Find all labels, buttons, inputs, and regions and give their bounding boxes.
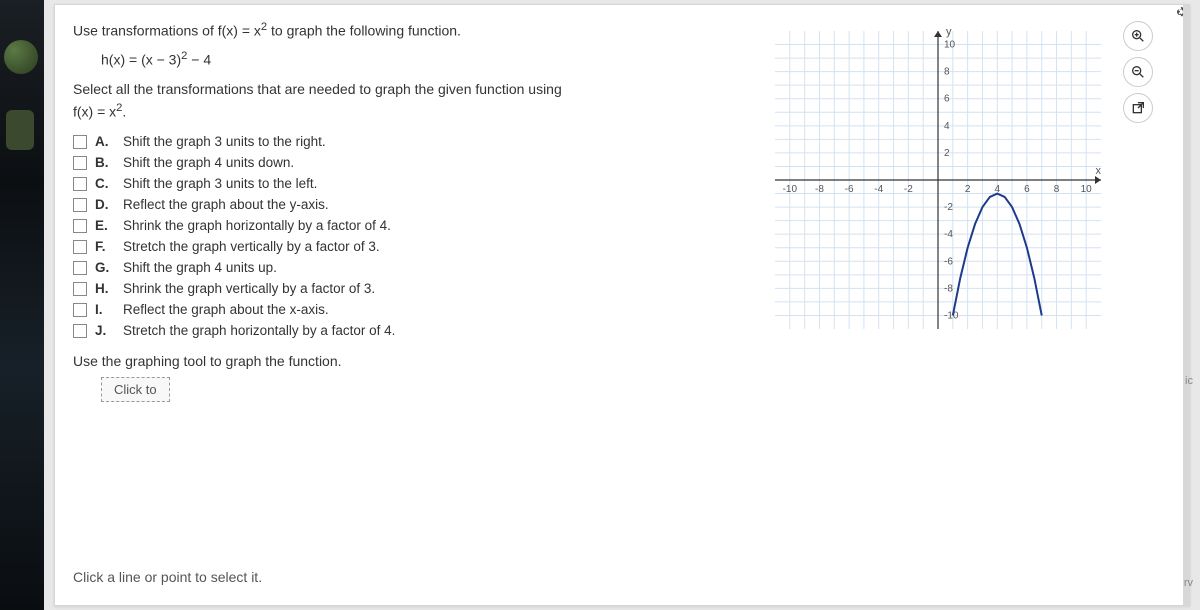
sub-prompt: Select all the transformations that are … (73, 78, 739, 123)
option-text: Reflect the graph about the y-axis. (123, 197, 329, 212)
svg-text:-10: -10 (783, 184, 798, 195)
zoom-in-icon (1130, 28, 1146, 44)
svg-text:-4: -4 (944, 229, 953, 240)
option-row: A. Shift the graph 3 units to the right. (73, 131, 739, 152)
option-text: Shift the graph 3 units to the right. (123, 134, 326, 149)
option-checkbox[interactable] (73, 240, 87, 254)
svg-text:2: 2 (944, 148, 950, 159)
coordinate-graph[interactable]: -10-8-6-4-2246810-10-8-6-4-2246810xy (763, 19, 1113, 341)
option-checkbox[interactable] (73, 135, 87, 149)
option-letter: J. (95, 323, 115, 338)
option-row: F. Stretch the graph vertically by a fact… (73, 236, 739, 257)
option-letter: E. (95, 218, 115, 233)
option-row: H. Shrink the graph vertically by a facto… (73, 278, 739, 299)
svg-text:8: 8 (1054, 184, 1060, 195)
option-text: Shift the graph 3 units to the left. (123, 176, 317, 191)
options-list: A. Shift the graph 3 units to the right. B… (73, 131, 739, 341)
svg-text:6: 6 (1024, 184, 1030, 195)
svg-text:10: 10 (944, 40, 956, 51)
zoom-in-button[interactable] (1123, 21, 1153, 51)
svg-text:-4: -4 (874, 184, 883, 195)
func-suffix: − 4 (187, 52, 211, 68)
option-letter: A. (95, 134, 115, 149)
prompt-prefix: Use transformations of f(x) = x (73, 23, 261, 39)
zoom-out-button[interactable] (1123, 57, 1153, 87)
svg-text:-2: -2 (904, 184, 913, 195)
option-row: G. Shift the graph 4 units up. (73, 257, 739, 278)
popout-icon (1130, 100, 1146, 116)
strip-decor (6, 110, 34, 150)
func-def: h(x) = (x − 3) (101, 52, 181, 68)
graph-toolbar (1123, 19, 1153, 402)
option-row: I. Reflect the graph about the x-axis. (73, 299, 739, 320)
question-prompt: Use transformations of f(x) = x2 to grap… (73, 19, 739, 42)
option-row: E. Shrink the graph horizontally by a fac… (73, 215, 739, 236)
svg-text:-8: -8 (815, 184, 824, 195)
option-letter: B. (95, 155, 115, 170)
option-row: B. Shift the graph 4 units down. (73, 152, 739, 173)
svg-text:-6: -6 (944, 256, 953, 267)
option-checkbox[interactable] (73, 324, 87, 338)
option-checkbox[interactable] (73, 261, 87, 275)
zoom-out-icon (1130, 64, 1146, 80)
subprompt-line2-prefix: f(x) = x (73, 104, 116, 120)
option-letter: G. (95, 260, 115, 275)
svg-text:-10: -10 (944, 310, 959, 321)
subprompt-line1: Select all the transformations that are … (73, 81, 562, 97)
option-checkbox[interactable] (73, 282, 87, 296)
option-checkbox[interactable] (73, 219, 87, 233)
svg-text:-6: -6 (845, 184, 854, 195)
option-letter: H. (95, 281, 115, 296)
svg-text:8: 8 (944, 67, 950, 78)
option-text: Stretch the graph vertically by a factor… (123, 239, 380, 254)
option-row: D. Reflect the graph about the y-axis. (73, 194, 739, 215)
svg-text:2: 2 (965, 184, 971, 195)
option-letter: F. (95, 239, 115, 254)
option-checkbox[interactable] (73, 198, 87, 212)
svg-text:x: x (1096, 165, 1102, 177)
option-text: Shift the graph 4 units up. (123, 260, 277, 275)
desktop-left-strip (0, 0, 44, 610)
svg-text:10: 10 (1081, 184, 1093, 195)
edge-label: ic (1185, 375, 1193, 387)
option-row: C. Shift the graph 3 units to the left. (73, 173, 739, 194)
svg-text:4: 4 (944, 121, 950, 132)
graph-area[interactable]: -10-8-6-4-2246810-10-8-6-4-2246810xy (763, 19, 1113, 402)
svg-text:-8: -8 (944, 283, 953, 294)
option-text: Shift the graph 4 units down. (123, 155, 294, 170)
option-text: Reflect the graph about the x-axis. (123, 302, 329, 317)
popout-button[interactable] (1123, 93, 1153, 123)
strip-decor (4, 40, 38, 74)
prompt-suffix: to graph the following function. (267, 23, 461, 39)
svg-text:6: 6 (944, 94, 950, 105)
svg-text:-2: -2 (944, 202, 953, 213)
question-panel: Use transformations of f(x) = x 2 to grap… (54, 4, 1190, 606)
option-text: Shrink the graph horizontally by a facto… (123, 218, 391, 233)
option-checkbox[interactable] (73, 303, 87, 317)
after-options-text: Use the graphing tool to graph the funct… (73, 353, 739, 369)
option-letter: C. (95, 176, 115, 191)
svg-text:y: y (946, 26, 952, 38)
option-row: J. Stretch the graph horizontally by a fa… (73, 320, 739, 341)
click-to-graph-button[interactable]: Click to (101, 377, 170, 402)
function-definition: h(x) = (x − 3)2 − 4 (101, 50, 739, 68)
option-text: Stretch the graph horizontally by a fact… (123, 323, 395, 338)
option-letter: I. (95, 302, 115, 317)
edge-label: rv (1184, 577, 1193, 589)
option-checkbox[interactable] (73, 177, 87, 191)
option-checkbox[interactable] (73, 156, 87, 170)
option-letter: D. (95, 197, 115, 212)
footer-hint: Click a line or point to select it. (73, 569, 262, 585)
scrollbar[interactable] (1183, 5, 1189, 605)
option-text: Shrink the graph vertically by a factor … (123, 281, 375, 296)
subprompt-line2-suffix: . (122, 104, 126, 120)
